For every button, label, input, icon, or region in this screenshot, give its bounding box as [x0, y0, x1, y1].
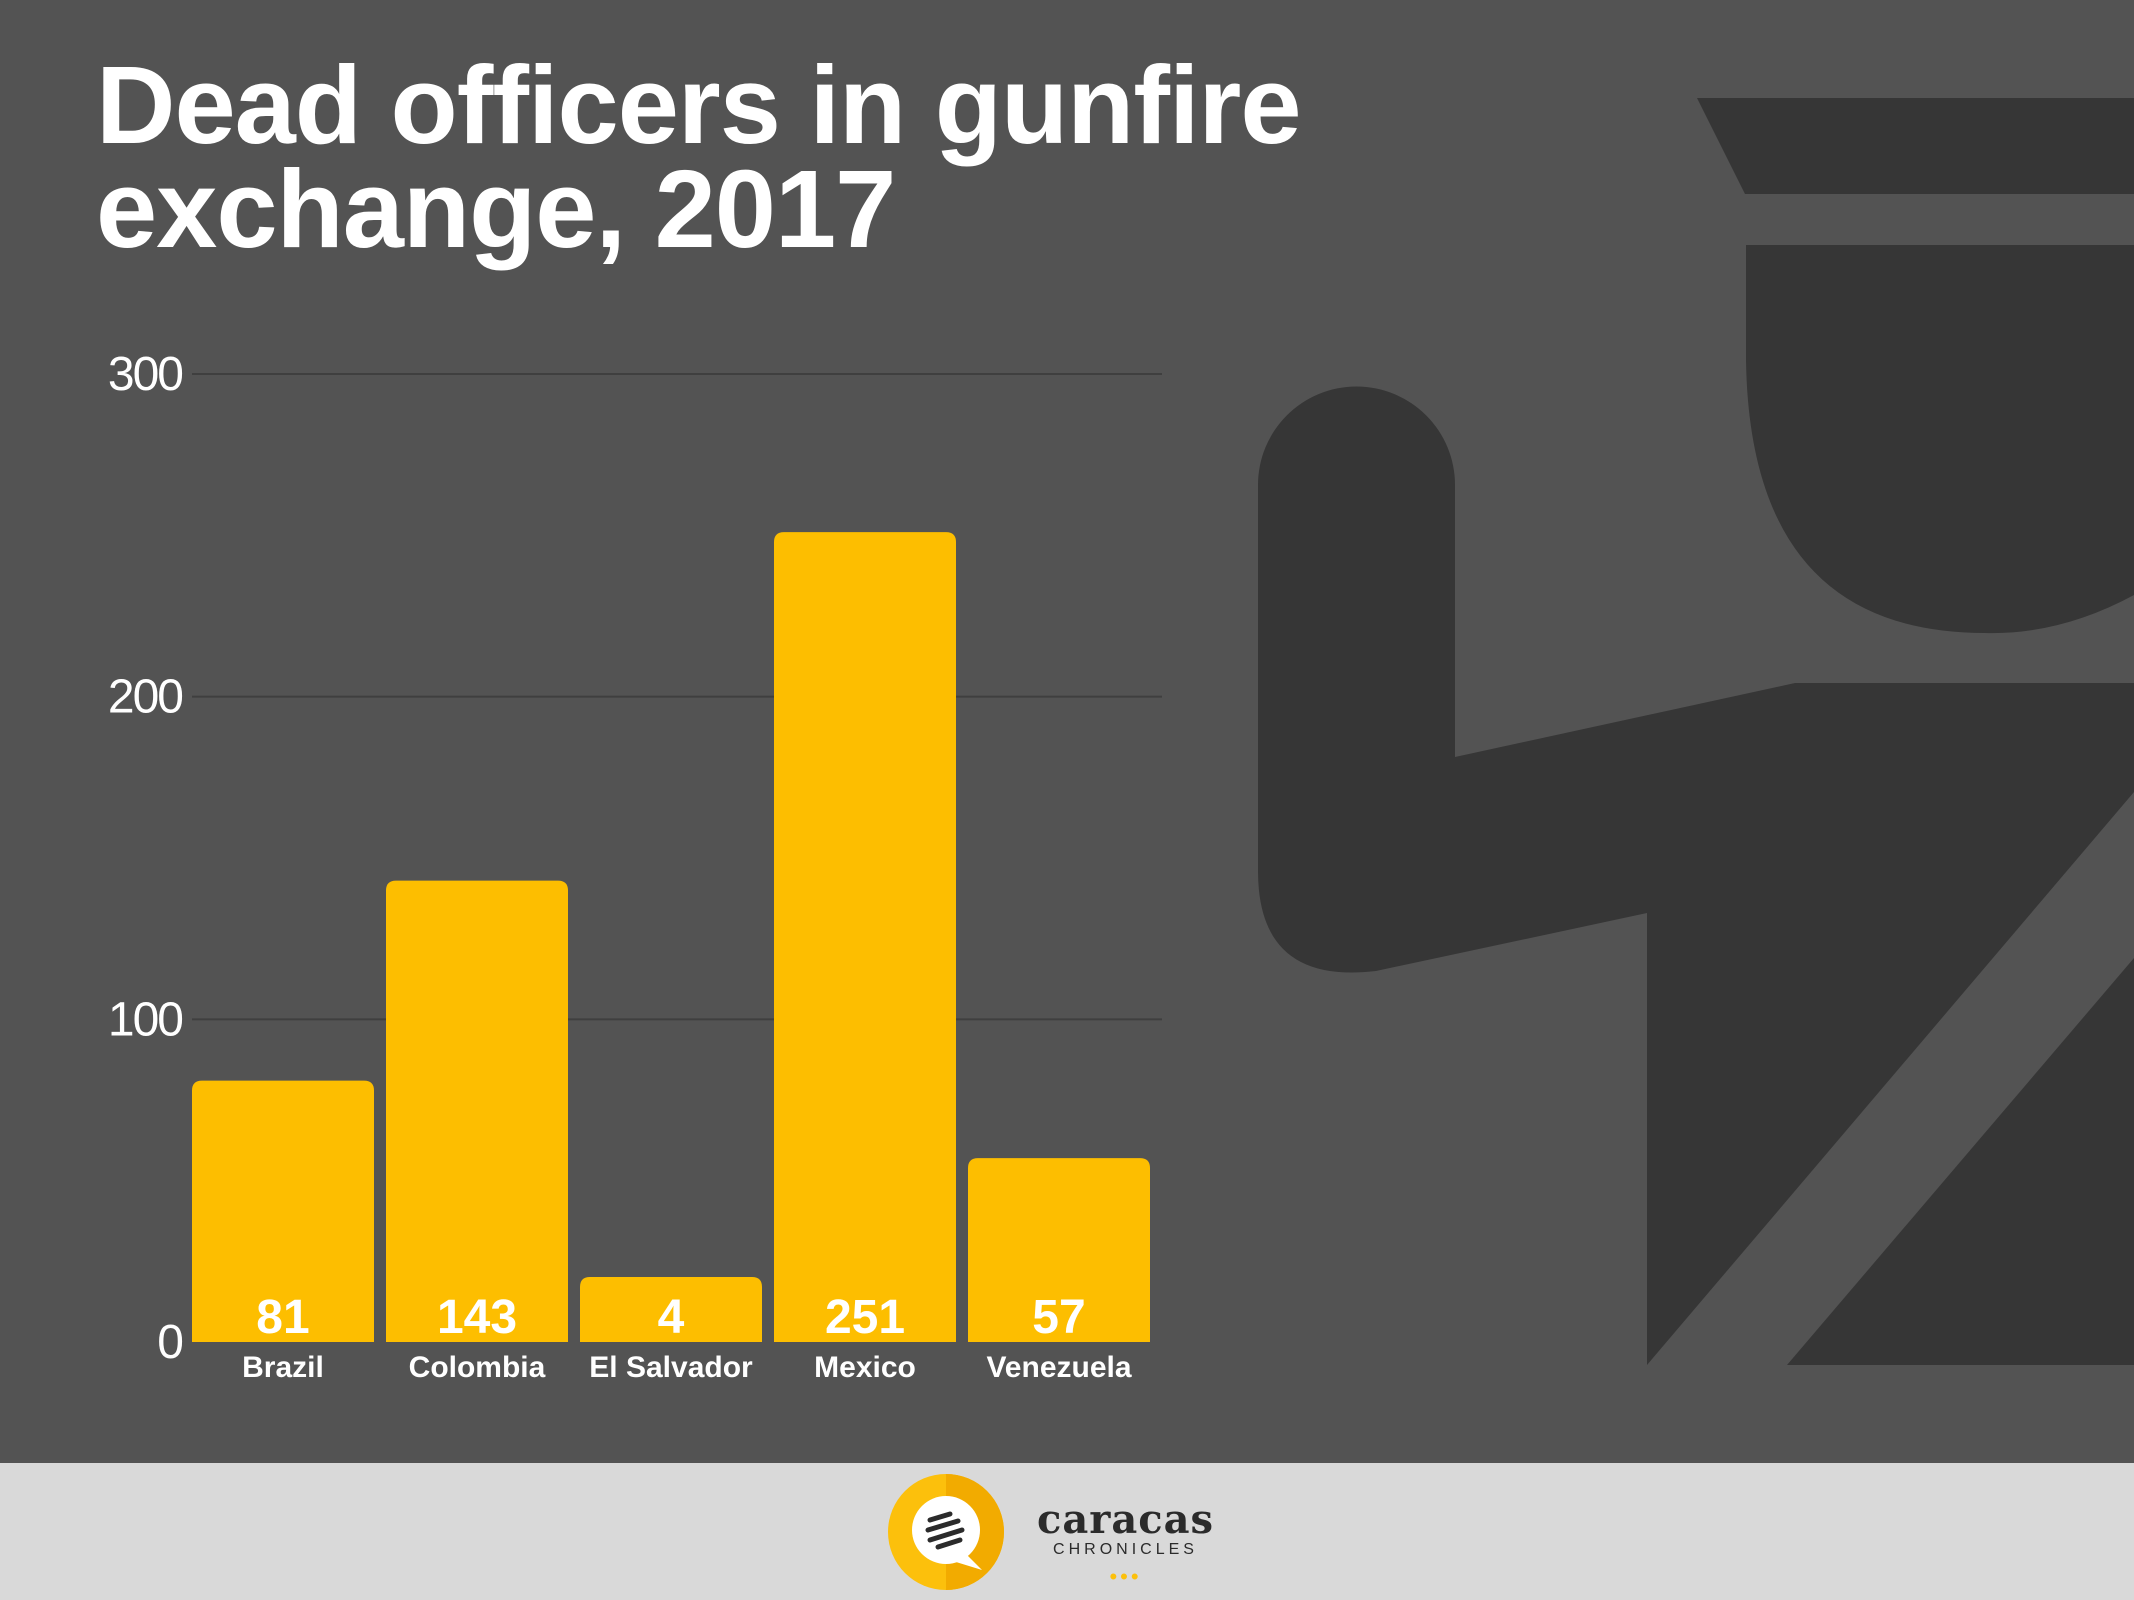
- x-category-label: Mexico: [814, 1351, 916, 1384]
- police-officer-silhouette-icon: [1258, 98, 2134, 1365]
- speech-bubble-icon: [888, 1474, 1004, 1590]
- bar-value-label: 143: [437, 1291, 517, 1344]
- y-tick-label: 100: [108, 993, 182, 1046]
- bar-value-label: 251: [825, 1291, 905, 1344]
- bar-value-label: 81: [256, 1291, 309, 1344]
- bar-chart: 0 100 200 300 81 Brazil 143 Colombia 4 El Salvado…: [108, 348, 1162, 1384]
- brand-name: caracas: [1036, 1496, 1215, 1543]
- bar-value-label: 4: [658, 1291, 685, 1344]
- y-tick-label: 200: [108, 671, 182, 724]
- bar: [386, 880, 568, 1342]
- footer-bar: [0, 1463, 2134, 1600]
- chart-title-line-2: exchange, 2017: [96, 148, 896, 271]
- y-tick-label: 300: [108, 348, 182, 401]
- y-tick-label: 0: [157, 1316, 182, 1369]
- bar: [192, 1080, 374, 1342]
- chart-title-line-1: Dead officers in gunfire: [96, 44, 1302, 167]
- x-category-label: El Salvador: [589, 1351, 753, 1384]
- brand-subtitle: CHRONICLES: [1053, 1541, 1198, 1558]
- bar: [774, 532, 956, 1342]
- x-category-label: Venezuela: [986, 1351, 1131, 1384]
- x-category-label: Colombia: [409, 1351, 546, 1384]
- bar: [968, 1158, 1150, 1342]
- bar: [580, 1277, 762, 1342]
- x-category-label: Brazil: [242, 1351, 324, 1384]
- brand-dots: •••: [1109, 1564, 1142, 1589]
- chart-title: Dead officers in gunfire exchange, 2017: [96, 44, 1396, 271]
- bar-value-label: 57: [1032, 1291, 1085, 1344]
